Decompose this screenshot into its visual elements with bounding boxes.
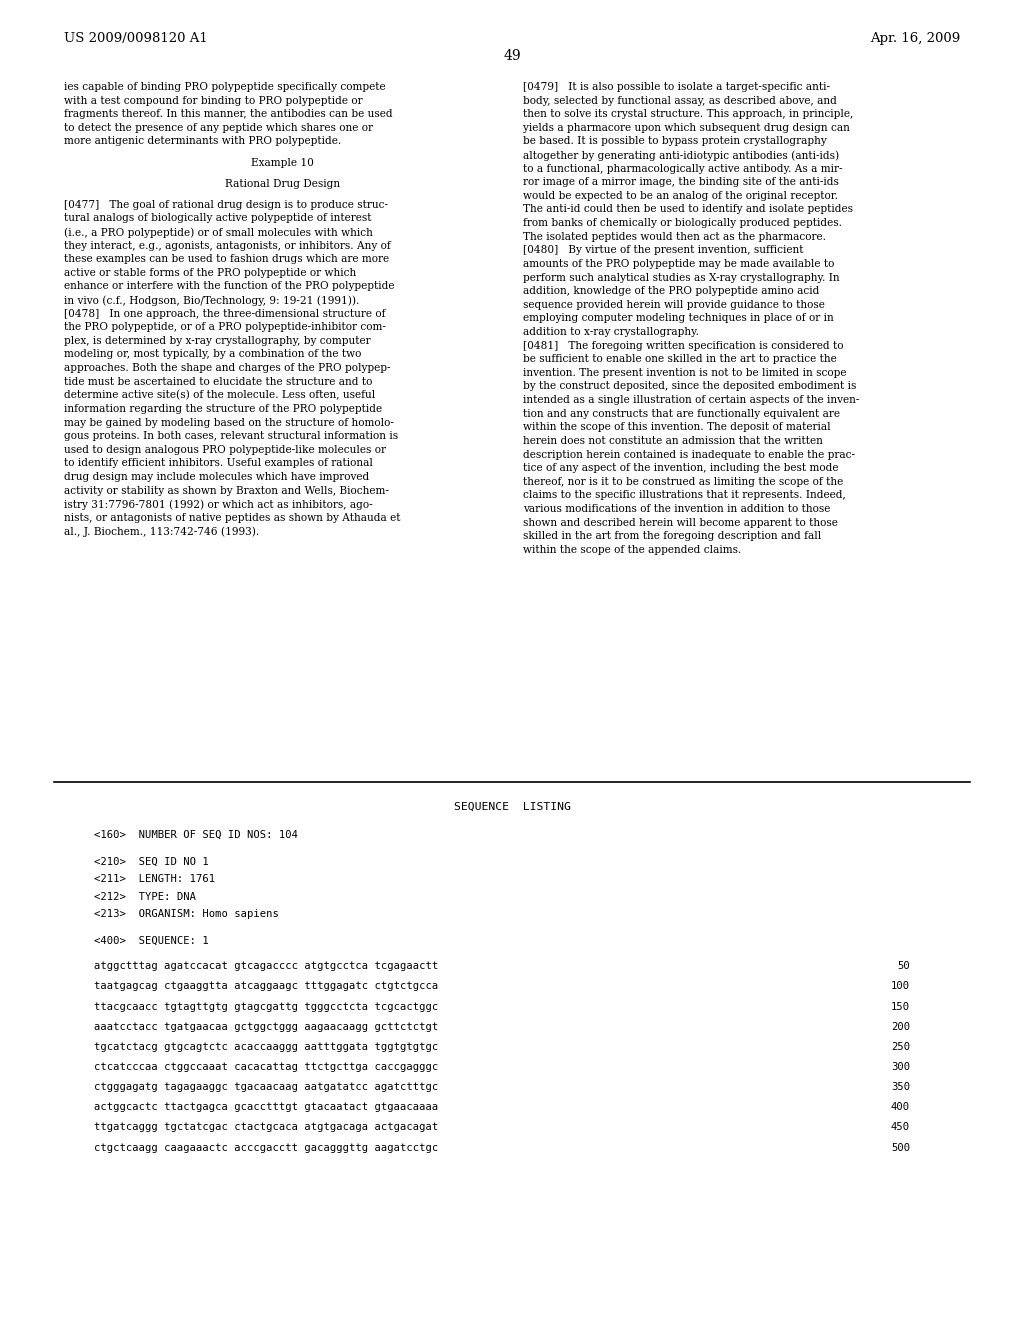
- Text: would be expected to be an analog of the original receptor.: would be expected to be an analog of the…: [523, 191, 838, 201]
- Text: tgcatctacg gtgcagtctc acaccaaggg aatttggata tggtgtgtgc: tgcatctacg gtgcagtctc acaccaaggg aatttgg…: [94, 1041, 438, 1052]
- Text: shown and described herein will become apparent to those: shown and described herein will become a…: [523, 517, 838, 528]
- Text: ies capable of binding PRO polypeptide specifically compete: ies capable of binding PRO polypeptide s…: [63, 82, 386, 92]
- Text: claims to the specific illustrations that it represents. Indeed,: claims to the specific illustrations tha…: [523, 490, 846, 500]
- Text: in vivo (c.f., Hodgson, Bio/Technology, 9: 19-21 (1991)).: in vivo (c.f., Hodgson, Bio/Technology, …: [63, 294, 359, 305]
- Text: Example 10: Example 10: [251, 157, 314, 168]
- Text: altogether by generating anti-idiotypic antibodies (anti-ids): altogether by generating anti-idiotypic …: [523, 150, 839, 161]
- Text: 300: 300: [891, 1063, 910, 1072]
- Text: activity or stability as shown by Braxton and Wells, Biochem-: activity or stability as shown by Braxto…: [63, 486, 389, 495]
- Text: US 2009/0098120 A1: US 2009/0098120 A1: [63, 32, 208, 45]
- Text: 50: 50: [897, 961, 910, 972]
- Text: to detect the presence of any peptide which shares one or: to detect the presence of any peptide wh…: [63, 123, 373, 133]
- Text: [0478]   In one approach, the three-dimensional structure of: [0478] In one approach, the three-dimens…: [63, 309, 385, 318]
- Text: atggctttag agatccacat gtcagacccc atgtgcctca tcgagaactt: atggctttag agatccacat gtcagacccc atgtgcc…: [94, 961, 438, 972]
- Text: tion and any constructs that are functionally equivalent are: tion and any constructs that are functio…: [523, 409, 840, 418]
- Text: [0477]   The goal of rational drug design is to produce struc-: [0477] The goal of rational drug design …: [63, 199, 388, 210]
- Text: to a functional, pharmacologically active antibody. As a mir-: to a functional, pharmacologically activ…: [523, 164, 843, 174]
- Text: skilled in the art from the foregoing description and fall: skilled in the art from the foregoing de…: [523, 531, 821, 541]
- Text: description herein contained is inadequate to enable the prac-: description herein contained is inadequa…: [523, 450, 855, 459]
- Text: 200: 200: [891, 1022, 910, 1032]
- Text: within the scope of this invention. The deposit of material: within the scope of this invention. The …: [523, 422, 830, 432]
- Text: [0481]   The foregoing written specification is considered to: [0481] The foregoing written specificati…: [523, 341, 844, 351]
- Text: thereof, nor is it to be construed as limiting the scope of the: thereof, nor is it to be construed as li…: [523, 477, 843, 487]
- Text: 500: 500: [891, 1143, 910, 1152]
- Text: drug design may include molecules which have improved: drug design may include molecules which …: [63, 473, 370, 482]
- Text: Apr. 16, 2009: Apr. 16, 2009: [869, 32, 961, 45]
- Text: ctgggagatg tagagaaggc tgacaacaag aatgatatcc agatctttgc: ctgggagatg tagagaaggc tgacaacaag aatgata…: [94, 1082, 438, 1092]
- Text: may be gained by modeling based on the structure of homolo-: may be gained by modeling based on the s…: [63, 417, 394, 428]
- Text: <211>  LENGTH: 1761: <211> LENGTH: 1761: [94, 874, 215, 884]
- Text: <210>  SEQ ID NO 1: <210> SEQ ID NO 1: [94, 857, 209, 867]
- Text: amounts of the PRO polypeptide may be made available to: amounts of the PRO polypeptide may be ma…: [523, 259, 835, 269]
- Text: aaatcctacc tgatgaacaa gctggctggg aagaacaagg gcttctctgt: aaatcctacc tgatgaacaa gctggctggg aagaaca…: [94, 1022, 438, 1032]
- Text: used to design analogous PRO polypeptide-like molecules or: used to design analogous PRO polypeptide…: [63, 445, 386, 454]
- Text: be based. It is possible to bypass protein crystallography: be based. It is possible to bypass prote…: [523, 136, 826, 147]
- Text: addition, knowledge of the PRO polypeptide amino acid: addition, knowledge of the PRO polypepti…: [523, 286, 819, 296]
- Text: 450: 450: [891, 1122, 910, 1133]
- Text: yields a pharmacore upon which subsequent drug design can: yields a pharmacore upon which subsequen…: [523, 123, 850, 133]
- Text: active or stable forms of the PRO polypeptide or which: active or stable forms of the PRO polype…: [63, 268, 356, 277]
- Text: to identify efficient inhibitors. Useful examples of rational: to identify efficient inhibitors. Useful…: [63, 458, 373, 469]
- Text: ttacgcaacc tgtagttgtg gtagcgattg tgggcctcta tcgcactggc: ttacgcaacc tgtagttgtg gtagcgattg tgggcct…: [94, 1002, 438, 1011]
- Text: then to solve its crystal structure. This approach, in principle,: then to solve its crystal structure. Thi…: [523, 110, 853, 119]
- Text: taatgagcag ctgaaggtta atcaggaagc tttggagatc ctgtctgcca: taatgagcag ctgaaggtta atcaggaagc tttggag…: [94, 981, 438, 991]
- Text: body, selected by functional assay, as described above, and: body, selected by functional assay, as d…: [523, 95, 837, 106]
- Text: [0480]   By virtue of the present invention, sufficient: [0480] By virtue of the present inventio…: [523, 246, 804, 255]
- Text: Rational Drug Design: Rational Drug Design: [225, 178, 340, 189]
- Text: 350: 350: [891, 1082, 910, 1092]
- Text: istry 31:7796-7801 (1992) or which act as inhibitors, ago-: istry 31:7796-7801 (1992) or which act a…: [63, 499, 373, 510]
- Text: actggcactc ttactgagca gcacctttgt gtacaatact gtgaacaaaa: actggcactc ttactgagca gcacctttgt gtacaat…: [94, 1102, 438, 1113]
- Text: plex, is determined by x-ray crystallography, by computer: plex, is determined by x-ray crystallogr…: [63, 335, 371, 346]
- Text: SEQUENCE  LISTING: SEQUENCE LISTING: [454, 803, 570, 812]
- Text: al., J. Biochem., 113:742-746 (1993).: al., J. Biochem., 113:742-746 (1993).: [63, 527, 259, 537]
- Text: ctcatcccaa ctggccaaat cacacattag ttctgcttga caccgagggc: ctcatcccaa ctggccaaat cacacattag ttctgct…: [94, 1063, 438, 1072]
- Text: these examples can be used to fashion drugs which are more: these examples can be used to fashion dr…: [63, 255, 389, 264]
- Text: fragments thereof. In this manner, the antibodies can be used: fragments thereof. In this manner, the a…: [63, 110, 392, 119]
- Text: gous proteins. In both cases, relevant structural information is: gous proteins. In both cases, relevant s…: [63, 432, 398, 441]
- Text: be sufficient to enable one skilled in the art to practice the: be sufficient to enable one skilled in t…: [523, 354, 837, 364]
- Text: the PRO polypeptide, or of a PRO polypeptide-inhibitor com-: the PRO polypeptide, or of a PRO polypep…: [63, 322, 386, 333]
- Text: [0479]   It is also possible to isolate a target-specific anti-: [0479] It is also possible to isolate a …: [523, 82, 830, 92]
- Text: <212>  TYPE: DNA: <212> TYPE: DNA: [94, 891, 196, 902]
- Text: tide must be ascertained to elucidate the structure and to: tide must be ascertained to elucidate th…: [63, 376, 373, 387]
- Text: <160>  NUMBER OF SEQ ID NOS: 104: <160> NUMBER OF SEQ ID NOS: 104: [94, 830, 298, 840]
- Text: <400>  SEQUENCE: 1: <400> SEQUENCE: 1: [94, 936, 209, 946]
- Text: they interact, e.g., agonists, antagonists, or inhibitors. Any of: they interact, e.g., agonists, antagonis…: [63, 240, 391, 251]
- Text: tural analogs of biologically active polypeptide of interest: tural analogs of biologically active pol…: [63, 214, 372, 223]
- Text: enhance or interfere with the function of the PRO polypeptide: enhance or interfere with the function o…: [63, 281, 394, 292]
- Text: addition to x-ray crystallography.: addition to x-ray crystallography.: [523, 327, 699, 337]
- Text: The anti-id could then be used to identify and isolate peptides: The anti-id could then be used to identi…: [523, 205, 853, 214]
- Text: employing computer modeling techniques in place of or in: employing computer modeling techniques i…: [523, 313, 834, 323]
- Text: 250: 250: [891, 1041, 910, 1052]
- Text: intended as a single illustration of certain aspects of the inven-: intended as a single illustration of cer…: [523, 395, 859, 405]
- Text: ttgatcaggg tgctatcgac ctactgcaca atgtgacaga actgacagat: ttgatcaggg tgctatcgac ctactgcaca atgtgac…: [94, 1122, 438, 1133]
- Text: information regarding the structure of the PRO polypeptide: information regarding the structure of t…: [63, 404, 382, 414]
- Text: by the construct deposited, since the deposited embodiment is: by the construct deposited, since the de…: [523, 381, 856, 392]
- Text: invention. The present invention is not to be limited in scope: invention. The present invention is not …: [523, 368, 847, 378]
- Text: sequence provided herein will provide guidance to those: sequence provided herein will provide gu…: [523, 300, 825, 310]
- Text: perform such analytical studies as X-ray crystallography. In: perform such analytical studies as X-ray…: [523, 272, 840, 282]
- Text: nists, or antagonists of native peptides as shown by Athauda et: nists, or antagonists of native peptides…: [63, 512, 400, 523]
- Text: <213>  ORGANISM: Homo sapiens: <213> ORGANISM: Homo sapiens: [94, 909, 279, 919]
- Text: determine active site(s) of the molecule. Less often, useful: determine active site(s) of the molecule…: [63, 391, 375, 401]
- Text: with a test compound for binding to PRO polypeptide or: with a test compound for binding to PRO …: [63, 95, 362, 106]
- Text: from banks of chemically or biologically produced peptides.: from banks of chemically or biologically…: [523, 218, 842, 228]
- Text: 150: 150: [891, 1002, 910, 1011]
- Text: tice of any aspect of the invention, including the best mode: tice of any aspect of the invention, inc…: [523, 463, 839, 473]
- Text: The isolated peptides would then act as the pharmacore.: The isolated peptides would then act as …: [523, 232, 826, 242]
- Text: more antigenic determinants with PRO polypeptide.: more antigenic determinants with PRO pol…: [63, 136, 341, 147]
- Text: (i.e., a PRO polypeptide) or of small molecules with which: (i.e., a PRO polypeptide) or of small mo…: [63, 227, 373, 238]
- Text: ctgctcaagg caagaaactc acccgacctt gacagggttg aagatcctgc: ctgctcaagg caagaaactc acccgacctt gacaggg…: [94, 1143, 438, 1152]
- Text: various modifications of the invention in addition to those: various modifications of the invention i…: [523, 504, 830, 513]
- Text: 100: 100: [891, 981, 910, 991]
- Text: 400: 400: [891, 1102, 910, 1113]
- Text: modeling or, most typically, by a combination of the two: modeling or, most typically, by a combin…: [63, 350, 361, 359]
- Text: within the scope of the appended claims.: within the scope of the appended claims.: [523, 545, 741, 554]
- Text: approaches. Both the shape and charges of the PRO polypep-: approaches. Both the shape and charges o…: [63, 363, 390, 374]
- Text: herein does not constitute an admission that the written: herein does not constitute an admission …: [523, 436, 823, 446]
- Text: ror image of a mirror image, the binding site of the anti-ids: ror image of a mirror image, the binding…: [523, 177, 839, 187]
- Text: 49: 49: [503, 49, 521, 63]
